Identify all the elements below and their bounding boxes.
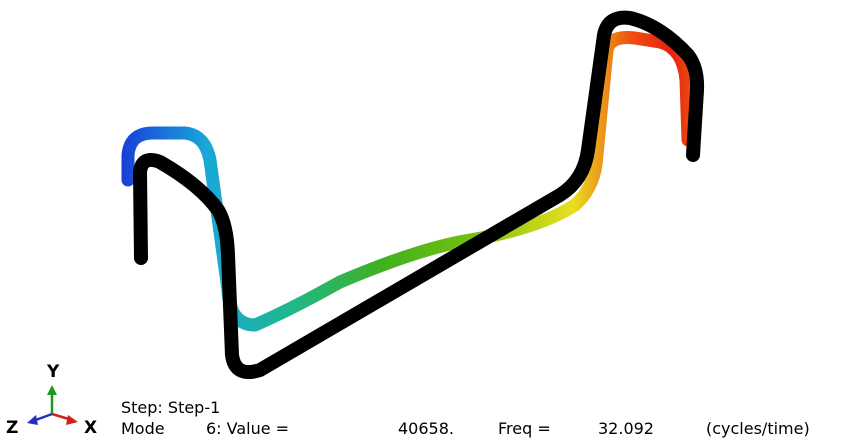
eigenvalue: 40658. xyxy=(398,419,454,438)
triad-x-label: X xyxy=(84,418,97,438)
freq-unit: (cycles/time) xyxy=(706,419,810,438)
page: Y Z X Step: Step-1 Mode 6: Value = 40658… xyxy=(0,0,850,443)
viewport: Y Z X Step: Step-1 Mode 6: Value = 40658… xyxy=(0,0,850,443)
mode-value: 6: Value = xyxy=(206,419,289,438)
status-text: Step: Step-1 Mode 6: Value = 40658. Freq… xyxy=(121,398,810,438)
triad-z-label: Z xyxy=(6,418,18,438)
step-label: Step: Step-1 xyxy=(121,398,220,417)
freq-label: Freq = xyxy=(498,419,551,438)
mode-label: Mode xyxy=(121,419,165,438)
freq-value: 32.092 xyxy=(598,419,654,438)
undeformed-shape xyxy=(140,18,697,372)
axis-triad: Y Z X xyxy=(6,362,97,438)
triad-y-label: Y xyxy=(46,362,60,382)
